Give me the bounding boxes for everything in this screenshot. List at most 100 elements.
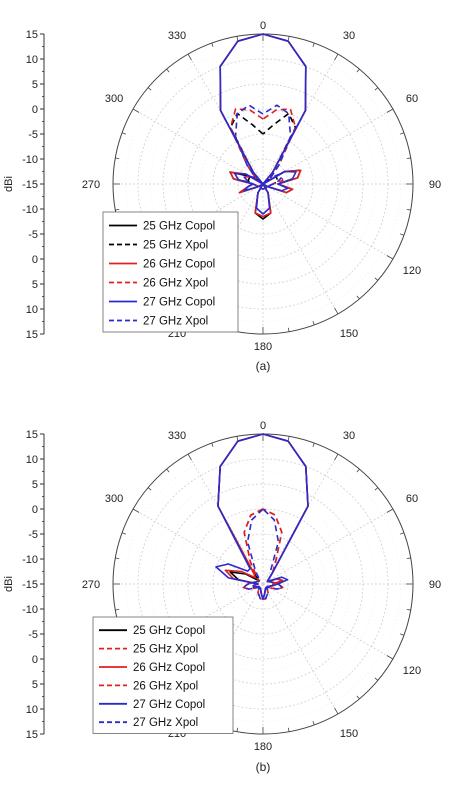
series-line — [242, 508, 284, 600]
radial-tick-label: 0 — [32, 654, 38, 666]
outer-tick — [400, 233, 405, 236]
outer-tick — [132, 108, 140, 113]
angle-label: 90 — [429, 579, 441, 591]
outer-tick — [386, 108, 394, 113]
radial-tick-label: 15 — [26, 729, 38, 741]
angle-label: 30 — [343, 30, 355, 42]
y-axis-label: dBi — [3, 176, 15, 192]
series-line — [234, 104, 292, 190]
series-group — [219, 33, 307, 220]
radial-tick-label: 15 — [26, 29, 38, 41]
outer-tick — [236, 36, 239, 41]
outer-tick — [166, 468, 170, 473]
radial-tick-label: 5 — [32, 79, 38, 91]
legend-label: 25 GHz Xpol — [143, 240, 208, 252]
outer-tick — [187, 453, 192, 461]
radial-axis: 15 10 5 0 -5 -10 -15 -10 -5 0 5 10 15 dBi — [3, 429, 45, 741]
figure-caption: (a) — [256, 359, 271, 373]
angle-label: 270 — [82, 179, 100, 191]
radial-tick-label: 10 — [26, 454, 38, 466]
legend-label: 27 GHz Copol — [133, 699, 205, 711]
radial-tick-label: -10 — [22, 154, 38, 166]
outer-tick — [400, 532, 405, 535]
angle-label: 150 — [340, 728, 358, 740]
legend-label: 27 GHz Copol — [143, 297, 215, 309]
outer-tick — [374, 87, 379, 91]
angle-label: 90 — [429, 179, 441, 191]
series-line — [215, 433, 309, 600]
angle-label: 300 — [105, 93, 123, 105]
grid-spoke — [262, 583, 339, 715]
angle-label: 0 — [260, 420, 266, 432]
outer-tick — [400, 633, 405, 636]
outer-tick — [115, 157, 120, 160]
radial-tick-label: -5 — [28, 629, 38, 641]
radial-tick-label: -5 — [28, 129, 38, 141]
outer-tick — [334, 307, 339, 315]
radial-tick-label: 5 — [32, 479, 38, 491]
grid-spoke — [262, 508, 394, 585]
angle-label: 180 — [254, 341, 272, 353]
outer-tick — [406, 208, 411, 211]
outer-tick — [312, 442, 315, 447]
legend-label: 26 GHz Xpol — [133, 680, 198, 692]
outer-tick — [406, 157, 411, 160]
outer-tick — [356, 468, 360, 473]
radial-tick-label: 0 — [32, 254, 38, 266]
outer-tick — [374, 277, 379, 281]
grid-spoke — [262, 583, 394, 660]
legend-box — [102, 211, 239, 333]
outer-tick — [334, 53, 339, 61]
grid-circle — [187, 108, 339, 260]
legend: 25 GHz Copol 25 GHz Xpol 26 GHz Copol 26 GH… — [102, 211, 239, 333]
radial-tick-label: 5 — [32, 279, 38, 291]
grid-circle-minor — [200, 121, 326, 247]
outer-tick — [166, 68, 170, 73]
angle-label: 300 — [105, 493, 123, 505]
radial-tick-label: -5 — [28, 529, 38, 541]
radial-tick-label: -5 — [28, 229, 38, 241]
angle-label: 330 — [168, 30, 186, 42]
radial-tick-label: -10 — [22, 604, 38, 616]
radial-tick-label: 10 — [26, 704, 38, 716]
grid-circle-minor — [200, 521, 326, 647]
radial-tick-label: 0 — [32, 504, 38, 516]
polar-grid — [112, 433, 414, 735]
outer-tick — [334, 453, 339, 461]
y-axis-label: dBi — [3, 576, 15, 592]
outer-tick — [236, 436, 239, 441]
legend: 25 GHz Copol 25 GHz Xpol 26 GHz Copol 26 GH… — [92, 616, 234, 734]
outer-tick — [374, 677, 379, 681]
radial-tick-label: 10 — [26, 304, 38, 316]
grid-spoke — [262, 53, 339, 185]
outer-tick — [115, 557, 120, 560]
outer-tick — [386, 255, 394, 260]
radial-tick-label: 10 — [26, 54, 38, 66]
angle-label: 60 — [406, 493, 418, 505]
figure-caption: (b) — [256, 760, 271, 774]
radial-tick-label: -15 — [22, 579, 38, 591]
outer-tick — [187, 53, 192, 61]
grid-spoke — [262, 183, 339, 315]
angle-label: 60 — [406, 93, 418, 105]
radial-tick-label: -15 — [22, 179, 38, 191]
outer-tick — [132, 508, 140, 513]
outer-tick — [312, 42, 315, 47]
outer-tick — [312, 721, 315, 726]
radial-tick-label: 15 — [26, 429, 38, 441]
outer-tick — [406, 557, 411, 560]
outer-tick — [115, 608, 120, 611]
outer-tick — [287, 327, 290, 332]
angle-label: 150 — [340, 328, 358, 340]
outer-tick — [121, 532, 126, 535]
radial-tick-label: -10 — [22, 204, 38, 216]
grid-circle-minor — [175, 496, 351, 672]
legend-label: 27 GHz Xpol — [133, 717, 198, 729]
polar-chart-b: 0330300270240210180150120906030151050-5-… — [3, 420, 441, 774]
angle-label: 120 — [403, 665, 421, 677]
outer-tick — [312, 321, 315, 326]
radial-tick-label: 0 — [32, 104, 38, 116]
outer-tick — [121, 132, 126, 135]
angle-label: 270 — [82, 579, 100, 591]
